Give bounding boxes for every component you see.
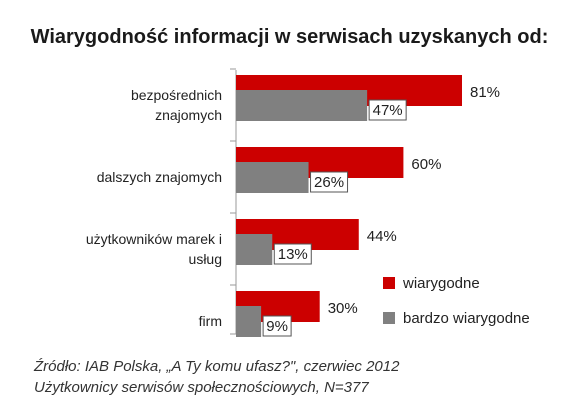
legend-swatch [383, 277, 395, 289]
source-line-1: Źródło: IAB Polska, „A Ty komu ufasz?", … [34, 358, 400, 375]
value-label-bardzo-wiarygodne: 13% [278, 246, 308, 263]
value-label-box [310, 171, 349, 193]
bar-bardzo-wiarygodne [236, 162, 309, 193]
bar-bardzo-wiarygodne [236, 234, 273, 265]
value-label-wiarygodne: 81% [470, 84, 500, 101]
value-label-bardzo-wiarygodne: 26% [314, 174, 344, 191]
category-label: usług [189, 251, 222, 267]
value-label-wiarygodne: 44% [367, 228, 397, 245]
value-label-box [262, 315, 292, 337]
value-label-wiarygodne: 60% [411, 156, 441, 173]
legend-swatch [383, 312, 395, 324]
value-label-box [273, 243, 312, 265]
category-label: firm [199, 313, 222, 329]
category-label: bezpośrednich [131, 87, 222, 103]
value-label-bardzo-wiarygodne: 9% [266, 318, 288, 335]
value-label-wiarygodne: 30% [328, 300, 358, 317]
category-label: znajomych [155, 107, 222, 123]
legend-label: wiarygodne [402, 275, 480, 292]
category-label: dalszych znajomych [97, 169, 222, 185]
legend-label: bardzo wiarygodne [403, 310, 530, 327]
category-label: użytkowników marek i [86, 231, 222, 247]
value-label-bardzo-wiarygodne: 47% [373, 102, 403, 119]
value-label-box [368, 99, 407, 121]
chart-title: Wiarygodność informacji w serwisach uzys… [30, 26, 549, 48]
source-line-2: Użytkownicy serwisów społecznościowych, … [34, 379, 369, 396]
source-note: Źródło: IAB Polska, „A Ty komu ufasz?", … [34, 356, 399, 398]
bar-bardzo-wiarygodne [236, 306, 262, 337]
bar-bardzo-wiarygodne [236, 90, 368, 121]
